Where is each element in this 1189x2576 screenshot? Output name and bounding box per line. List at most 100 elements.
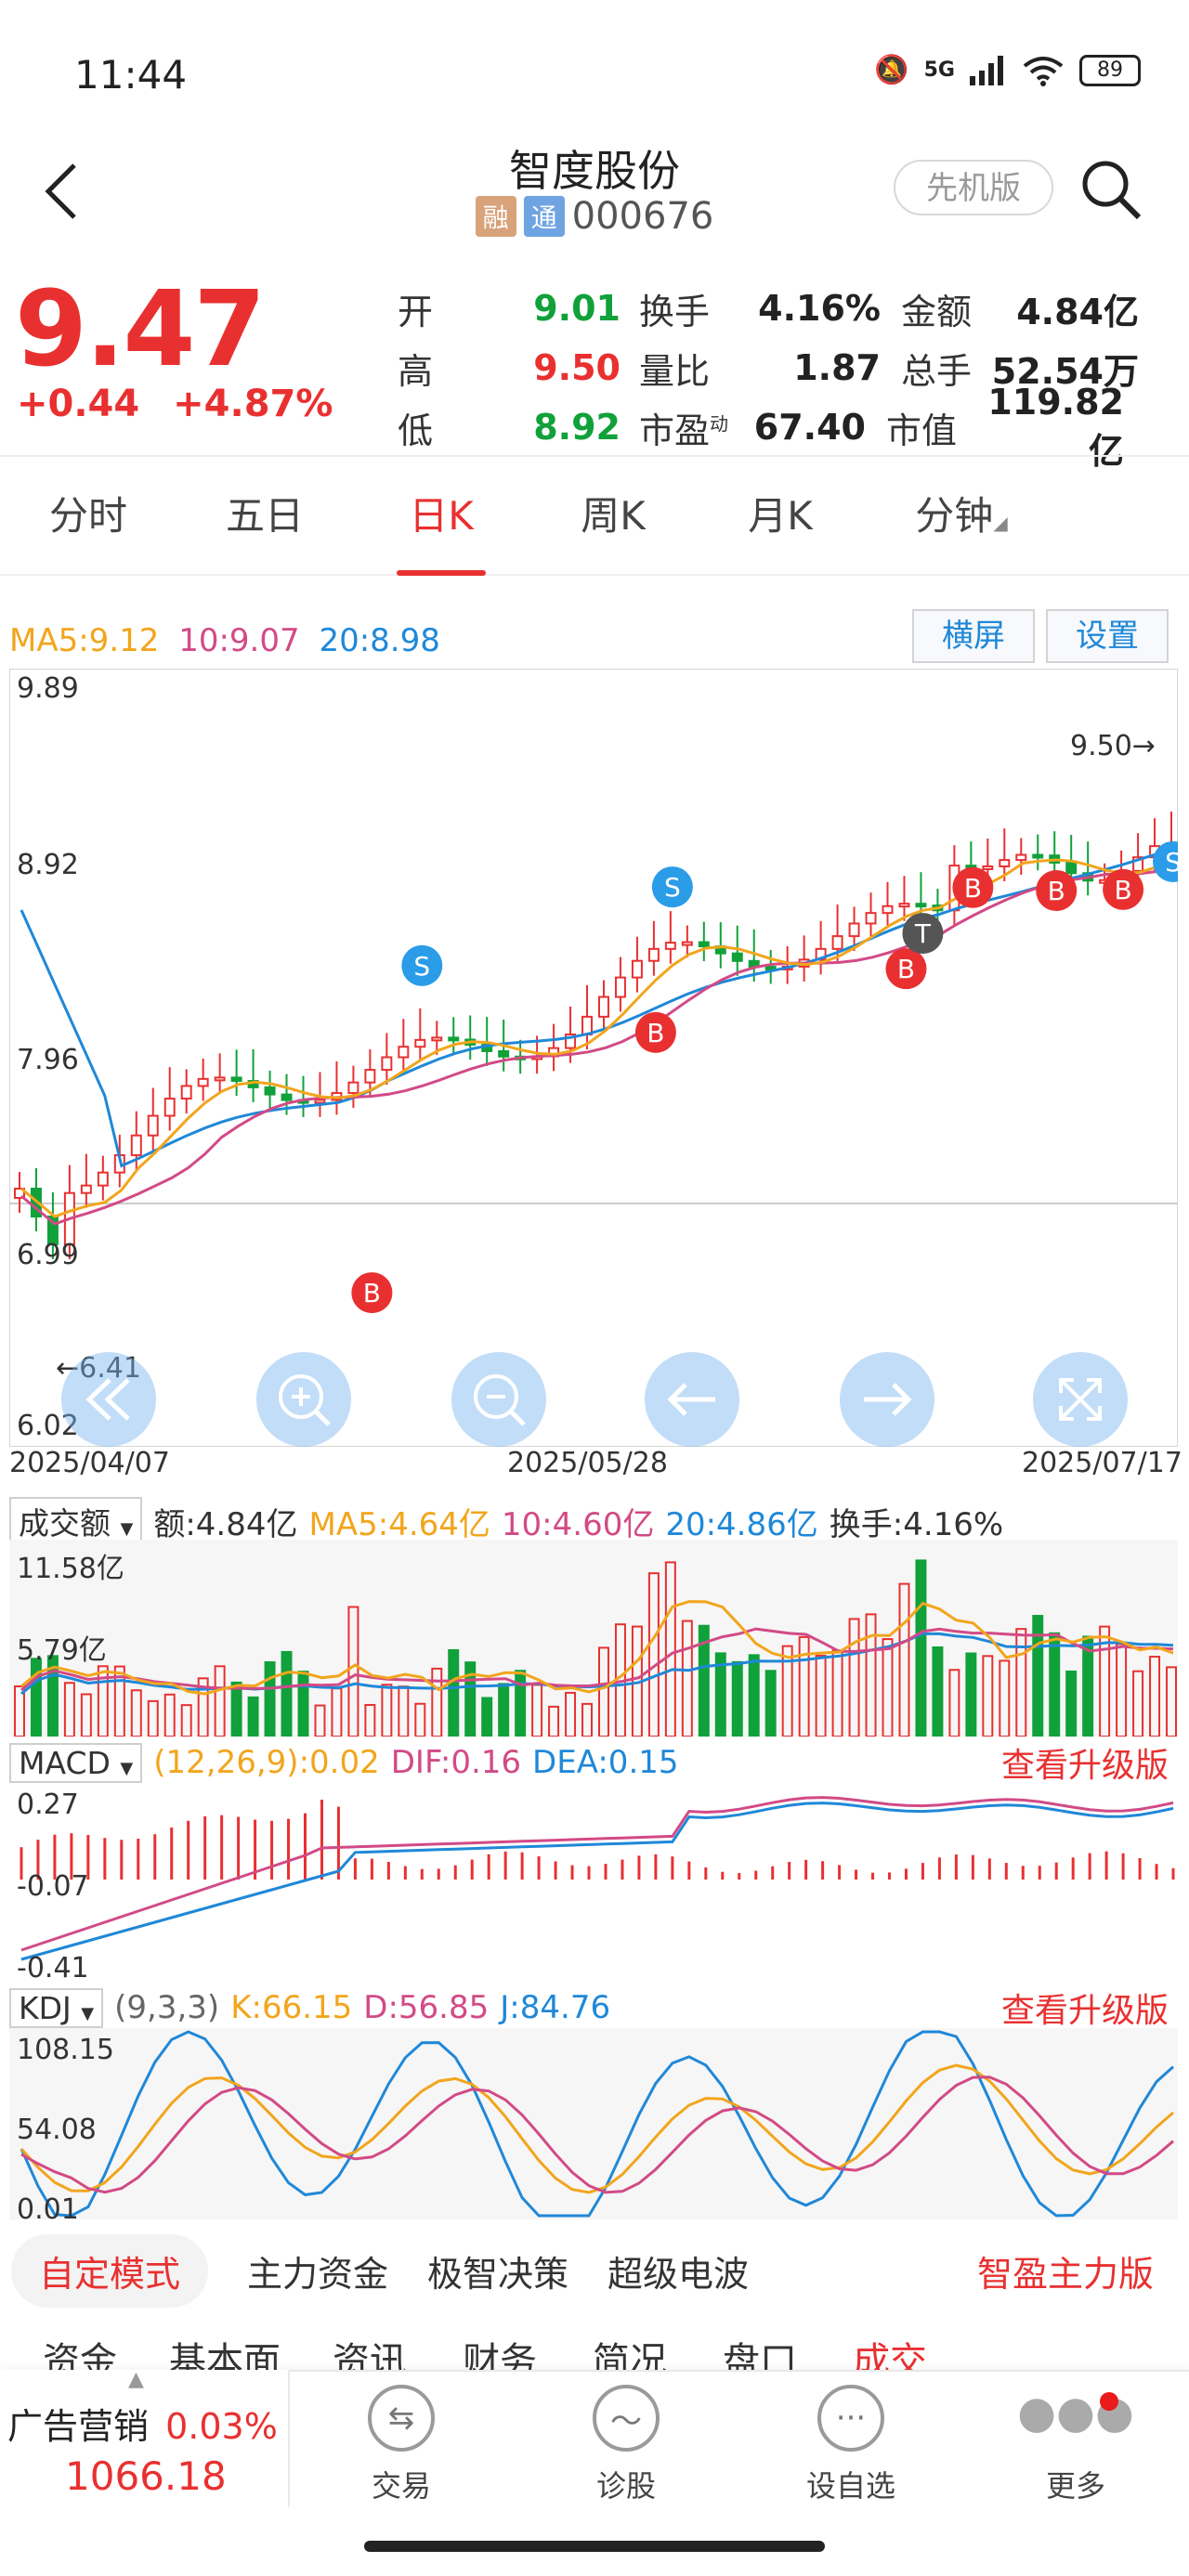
total-volume-label: 总手	[901, 350, 973, 392]
kline-candle	[281, 1093, 293, 1101]
volume-bar	[46, 1655, 59, 1737]
kline-candle	[14, 1188, 25, 1199]
volume-bar	[999, 1659, 1011, 1737]
kline-signal-marker	[1153, 840, 1178, 882]
kline-candle	[631, 959, 643, 979]
kline-signal-label: B	[647, 1018, 664, 1048]
dropdown-arrow-icon: ▼	[81, 2003, 95, 2023]
zoom-in-icon	[279, 1374, 331, 1426]
ma-legend: MA5:9.12 10:9.07 20:8.98	[9, 622, 440, 659]
tab-minute[interactable]: 分钟◢	[864, 457, 1059, 576]
tab-intraday[interactable]: 分时	[48, 493, 127, 539]
info-tab-news[interactable]: 资讯	[333, 2340, 407, 2372]
info-tab-order-book[interactable]: 盘口	[723, 2340, 797, 2372]
high-marker-label: 9.50→	[1070, 730, 1156, 762]
kline-candle	[647, 947, 660, 962]
pe-value: 67.40	[753, 407, 866, 448]
kline-candle	[197, 1077, 209, 1087]
macd-upgrade-link[interactable]: 查看升级版	[1000, 1747, 1169, 1785]
kline-candle	[1015, 853, 1027, 862]
info-tab-funds[interactable]: 资金	[43, 2340, 117, 2372]
volume-bar	[714, 1652, 726, 1737]
kline-candle	[80, 1184, 92, 1194]
kdj-selector[interactable]: KDJ ▼	[9, 1987, 104, 2028]
volume-bar	[982, 1655, 994, 1737]
amount-value: 4.84亿	[1016, 291, 1139, 332]
mode-main-funds[interactable]: 主力资金	[247, 2253, 389, 2295]
volume-ratio-label: 量比	[639, 350, 711, 392]
volume-bar	[431, 1667, 443, 1737]
volume-chart	[9, 1540, 1178, 1737]
macd-selector-label: MACD	[19, 1744, 111, 1781]
zoom-out-button[interactable]	[451, 1352, 546, 1447]
kline-signal-marker	[651, 866, 693, 908]
scroll-start-button[interactable]	[61, 1352, 156, 1447]
quote-row-low: 低 8.92 市盈动 67.40 市值 119.82亿	[398, 382, 1139, 472]
sector-ticker[interactable]: ▲ 广告营销 0.03% 1066.18	[0, 2368, 290, 2507]
kline-candle	[230, 1076, 242, 1083]
tab-weekly-k[interactable]: 周K	[581, 493, 646, 539]
zoom-in-button[interactable]	[256, 1352, 351, 1447]
kline-candle	[347, 1081, 359, 1095]
kline-candle	[431, 1036, 443, 1042]
kline-candle	[865, 912, 877, 925]
macd-selector[interactable]: MACD ▼	[9, 1742, 143, 1783]
tab-five-day[interactable]: 五日	[225, 493, 304, 539]
volume-selector[interactable]: 成交额 ▼	[9, 1497, 143, 1545]
tab-monthly-k[interactable]: 月K	[748, 493, 813, 539]
mode-custom[interactable]: 自定模式	[11, 2233, 209, 2308]
volume-bar	[113, 1665, 125, 1737]
scroll-left-button[interactable]	[645, 1352, 739, 1447]
nav-add-watchlist-label: 设自选	[805, 2468, 895, 2504]
info-tab-trades[interactable]: 成交	[853, 2340, 927, 2372]
pe-label: 市盈动	[639, 402, 732, 453]
search-button[interactable]	[1078, 156, 1144, 223]
volume-ratio-value: 1.87	[793, 347, 881, 388]
arrow-left-icon	[667, 1383, 715, 1416]
fullscreen-button[interactable]	[1033, 1352, 1128, 1447]
kline-candle	[314, 1099, 326, 1104]
pro-version-button[interactable]: 先机版	[894, 160, 1053, 215]
landscape-button[interactable]: 横屏	[912, 609, 1035, 663]
nav-diagnose[interactable]: 〜 诊股	[542, 2385, 710, 2505]
info-tab-fundamentals[interactable]: 基本面	[169, 2340, 281, 2372]
volume-bar	[1166, 1666, 1177, 1737]
kline-signal-marker	[351, 1272, 393, 1314]
kdj-header: KDJ ▼ (9,3,3) K:66.15 D:56.85 J:84.76 查看…	[9, 1984, 1178, 2032]
volume-bar	[448, 1648, 460, 1737]
macd-dea: DEA:0.15	[532, 1744, 679, 1781]
volume-selector-label: 成交额	[19, 1505, 111, 1542]
volume-ma20: 20:4.86亿	[665, 1505, 818, 1543]
macd-y-tick: -0.07	[17, 1870, 89, 1903]
mode-super-wave[interactable]: 超级电波	[608, 2253, 750, 2295]
mute-icon: 🔕	[874, 54, 909, 86]
ma5-value: MA5:9.12	[9, 622, 160, 659]
settings-button[interactable]: 设置	[1046, 609, 1169, 663]
volume-bar	[781, 1645, 793, 1737]
volume-ma10: 10:4.60亿	[501, 1505, 655, 1543]
nav-more[interactable]: ●●● 更多	[992, 2385, 1159, 2505]
volume-bar	[130, 1689, 142, 1737]
volume-bar	[848, 1618, 860, 1737]
nav-add-watchlist[interactable]: ··· 设自选	[767, 2385, 934, 2505]
mode-pro-link[interactable]: 智盈主力版	[976, 2253, 1154, 2295]
nav-trade[interactable]: ⇆ 交易	[318, 2385, 485, 2505]
status-icons: 🔕 5G 89	[874, 54, 1141, 86]
back-button[interactable]	[37, 158, 93, 223]
tab-daily-k[interactable]: 日K	[353, 457, 529, 576]
volume-bar	[230, 1681, 242, 1737]
info-tab-finance[interactable]: 财务	[463, 2340, 537, 2372]
kline-signal-marker	[1036, 870, 1078, 912]
pe-dynamic-sup: 动	[710, 411, 729, 435]
info-tab-profile[interactable]: 简况	[593, 2340, 667, 2372]
kline-signal-label: B	[1114, 875, 1131, 905]
kdj-upgrade-link[interactable]: 查看升级版	[1000, 1992, 1169, 2030]
kline-y-tick: 6.99	[17, 1239, 79, 1271]
mode-smart-decision[interactable]: 极智决策	[427, 2253, 569, 2295]
volume-bar	[297, 1671, 309, 1737]
kline-candle	[163, 1098, 176, 1117]
kline-candle	[364, 1069, 376, 1084]
volume-bar	[798, 1635, 810, 1737]
scroll-right-button[interactable]	[840, 1352, 934, 1447]
